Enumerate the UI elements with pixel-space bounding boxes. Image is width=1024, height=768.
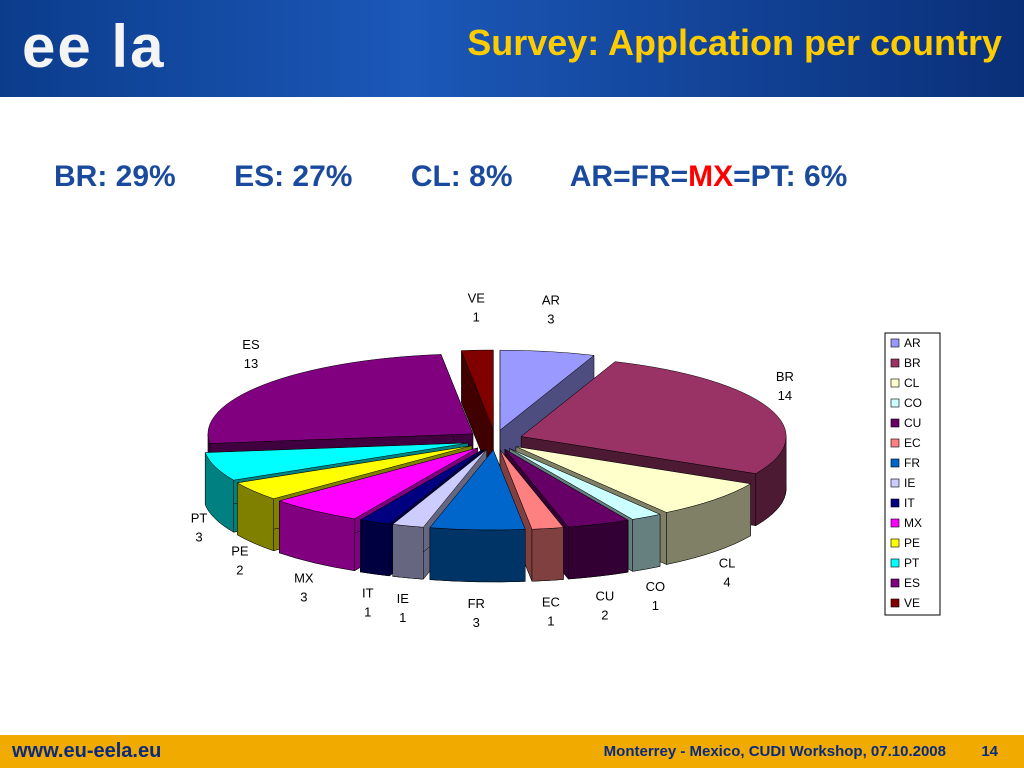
legend-label: EC	[904, 436, 921, 450]
legend-label: IE	[904, 476, 915, 490]
slice-label: CU	[596, 589, 615, 604]
slice-value: 1	[652, 598, 659, 613]
legend-swatch	[890, 498, 900, 508]
slice-value: 13	[244, 356, 258, 371]
slice	[461, 349, 494, 431]
page-number: 14	[981, 743, 998, 760]
slice-value: 3	[300, 589, 307, 604]
legend-label: CO	[904, 396, 922, 410]
legend-label: CU	[904, 416, 921, 430]
slice-label: CL	[719, 555, 736, 570]
legend-label: BR	[904, 356, 921, 370]
slice-label: PE	[231, 544, 249, 559]
slice	[207, 354, 474, 444]
legend-label: PE	[904, 536, 920, 550]
slice	[359, 448, 484, 525]
legend-label: IT	[904, 496, 915, 510]
legend-swatch	[890, 338, 900, 348]
slice-label: EC	[542, 594, 560, 609]
legend-swatch	[890, 398, 900, 408]
footer: www.eu-eela.eu Monterrey - Mexico, CUDI …	[0, 735, 1024, 768]
legend-swatch	[890, 578, 900, 588]
slice	[204, 442, 469, 481]
title: Survey: Applcation per country	[467, 22, 1002, 63]
slice-label: AR	[542, 292, 560, 307]
footer-event: Monterrey - Mexico, CUDI Workshop, 07.10…	[603, 743, 946, 760]
slice-value: 1	[364, 605, 371, 620]
legend-swatch	[890, 378, 900, 388]
slice-label: FR	[468, 596, 485, 611]
slice-value: 3	[547, 311, 554, 326]
legend-swatch	[890, 438, 900, 448]
legend-label: VE	[904, 596, 920, 610]
slice	[509, 448, 661, 520]
slice	[520, 361, 787, 474]
legend-swatch	[890, 418, 900, 428]
legend-label: MX	[904, 516, 922, 530]
slice	[515, 446, 752, 513]
slice-label: CO	[646, 579, 666, 594]
slice	[499, 449, 564, 530]
slice-group	[429, 449, 526, 583]
logo: ee la	[22, 13, 166, 80]
slice	[429, 449, 526, 531]
legend-swatch	[890, 558, 900, 568]
slice-label: VE	[468, 291, 486, 306]
slice-side	[392, 524, 424, 580]
slice-value: 1	[547, 613, 554, 628]
slice-label: PT	[191, 511, 208, 526]
slice-side	[632, 514, 661, 572]
summary-item: AR=FR=	[569, 160, 689, 193]
slice-value: 1	[399, 610, 406, 625]
slice-side	[568, 519, 629, 580]
legend-label: AR	[904, 336, 921, 350]
slice-label: IT	[362, 586, 374, 601]
slice	[504, 449, 629, 528]
legend-label: PT	[904, 556, 920, 570]
legend-swatch	[890, 598, 900, 608]
slice-value: 1	[473, 310, 480, 325]
slice-side	[531, 527, 564, 582]
slice-label: IE	[397, 591, 410, 606]
chart: AR 3 BR 14 CL 4 CO 1 CU 2 EC 1 FR 3 IE 1 IT 1 MX 3 PE 2 PT 3 ES 1…	[191, 291, 941, 630]
slice	[236, 445, 473, 499]
header: ee la Survey: Applcation per country	[0, 0, 1024, 97]
slice-label: BR	[776, 369, 794, 384]
legend-swatch	[890, 358, 900, 368]
footer-url: www.eu-eela.eu	[12, 740, 162, 762]
legend-swatch	[890, 538, 900, 548]
legend-label: FR	[904, 456, 920, 470]
slice-value: 3	[473, 615, 480, 630]
summary: BR: 29% ES: 27% CL: 8% AR=FR=MX=PT: 6%	[54, 160, 847, 194]
slice-side	[360, 519, 390, 577]
slice-value: 3	[195, 530, 202, 545]
slice	[392, 449, 487, 528]
slice	[499, 349, 595, 431]
legend-label: ES	[904, 576, 920, 590]
legend-swatch	[890, 458, 900, 468]
legend-label: CL	[904, 376, 920, 390]
legend-swatch	[890, 518, 900, 528]
slice-label: ES	[242, 337, 260, 352]
slice-label: MX	[294, 570, 314, 585]
slice-value: 2	[236, 563, 243, 578]
summary-item: MX	[688, 160, 734, 193]
summary-item: CL: 8%	[410, 160, 513, 193]
legend-swatch	[890, 478, 900, 488]
summary-item: BR: 29%	[54, 160, 176, 193]
summary-item: =PT: 6%	[733, 160, 848, 193]
slice-value: 2	[601, 608, 608, 623]
slice-value: 4	[723, 574, 730, 589]
summary-item: ES: 27%	[234, 160, 353, 193]
slice-value: 14	[778, 388, 792, 403]
slice	[278, 447, 478, 519]
slice-side	[429, 527, 526, 583]
